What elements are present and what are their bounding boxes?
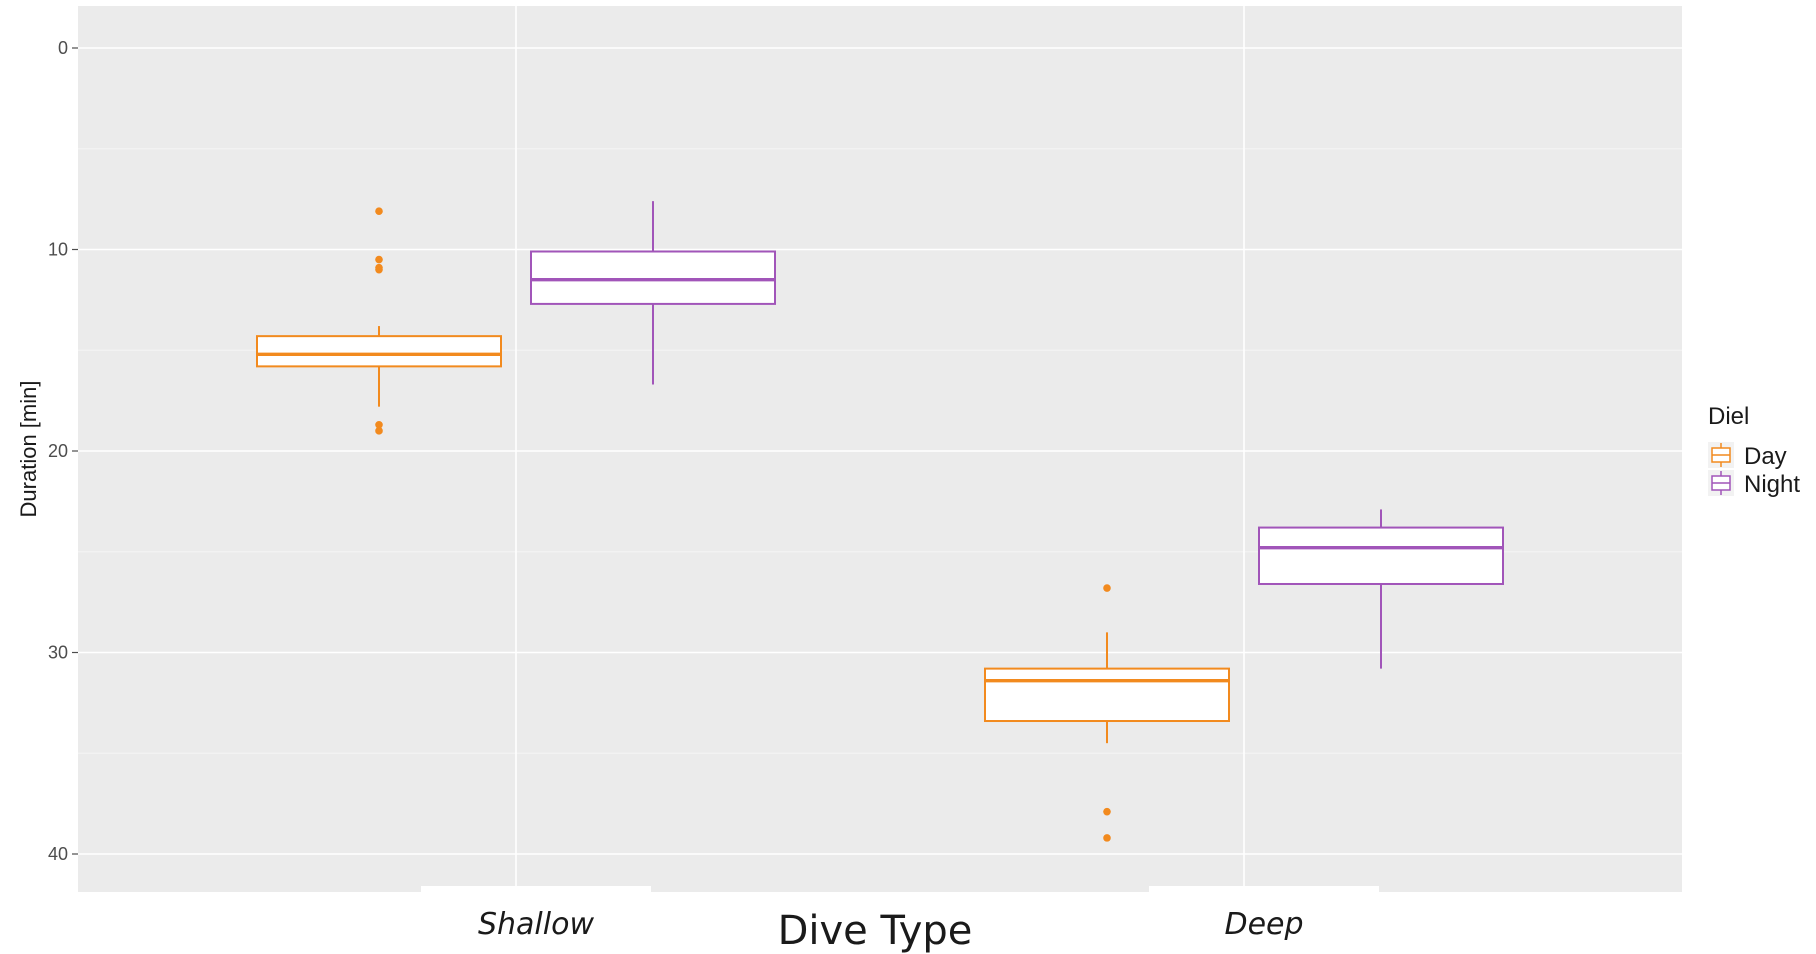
grid-lines	[78, 6, 1682, 892]
box-day-shallow	[256, 207, 502, 435]
category-label-strip	[1149, 886, 1379, 894]
outlier-point	[1103, 834, 1111, 842]
category-label-shallow: Shallow	[478, 907, 594, 942]
y-tick-label: 20	[48, 441, 68, 461]
outlier-point	[375, 427, 383, 435]
y-axis-ticks: 0 10 20 30 40	[48, 38, 78, 864]
box-iqr	[530, 250, 776, 305]
y-axis-label: Duration [min]	[16, 381, 41, 518]
legend-key-night	[1708, 470, 1734, 496]
box-iqr	[1258, 526, 1504, 585]
y-tick-label: 30	[48, 643, 68, 663]
legend-label-day: Day	[1744, 443, 1787, 470]
x-axis-category-labels: Shallow Deep	[421, 886, 1379, 942]
plot-panel	[78, 6, 1682, 892]
box-day-deep	[984, 584, 1230, 842]
category-label-deep: Deep	[1224, 907, 1303, 942]
outlier-point	[375, 255, 383, 264]
category-label-strip	[421, 886, 651, 894]
y-tick-label: 40	[48, 844, 68, 864]
x-axis-label: Dive Type	[778, 908, 973, 954]
outlier-point	[1103, 807, 1111, 816]
y-tick-label: 0	[58, 38, 68, 58]
box-night-shallow	[530, 201, 776, 385]
box-iqr	[984, 667, 1230, 723]
outlier-point	[375, 207, 383, 216]
box-iqr	[256, 335, 502, 368]
outlier-point	[375, 265, 383, 274]
legend-key-day	[1708, 442, 1734, 468]
outlier-point	[375, 421, 383, 429]
legend-title: Diel	[1708, 403, 1749, 430]
outlier-point	[1103, 584, 1111, 592]
box-layer	[256, 201, 1504, 842]
box-night-deep	[1258, 509, 1504, 669]
y-tick-label: 10	[48, 240, 68, 260]
legend-label-night: Night	[1744, 471, 1800, 498]
